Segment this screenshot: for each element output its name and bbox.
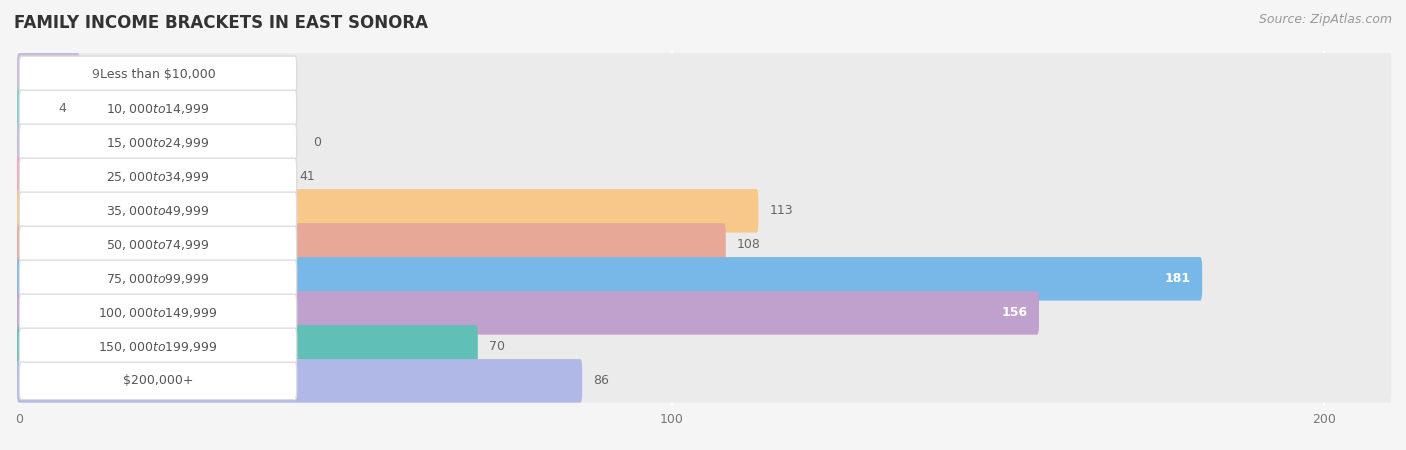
Text: $200,000+: $200,000+ [122, 374, 193, 387]
FancyBboxPatch shape [20, 192, 297, 230]
FancyBboxPatch shape [20, 158, 297, 196]
Text: Source: ZipAtlas.com: Source: ZipAtlas.com [1258, 14, 1392, 27]
Text: 0: 0 [312, 136, 321, 149]
FancyBboxPatch shape [17, 121, 1392, 165]
FancyBboxPatch shape [17, 257, 1392, 301]
FancyBboxPatch shape [17, 359, 1392, 403]
FancyBboxPatch shape [17, 291, 1039, 335]
Text: $35,000 to $49,999: $35,000 to $49,999 [107, 204, 209, 218]
Text: Less than $10,000: Less than $10,000 [100, 68, 217, 81]
Text: $25,000 to $34,999: $25,000 to $34,999 [107, 170, 209, 184]
FancyBboxPatch shape [17, 325, 478, 369]
FancyBboxPatch shape [20, 294, 297, 332]
FancyBboxPatch shape [17, 359, 582, 403]
Text: 113: 113 [769, 204, 793, 217]
Text: $15,000 to $24,999: $15,000 to $24,999 [107, 136, 209, 150]
Text: FAMILY INCOME BRACKETS IN EAST SONORA: FAMILY INCOME BRACKETS IN EAST SONORA [14, 14, 427, 32]
FancyBboxPatch shape [20, 328, 297, 365]
Text: 70: 70 [489, 340, 505, 353]
FancyBboxPatch shape [17, 223, 725, 266]
FancyBboxPatch shape [17, 291, 1392, 335]
FancyBboxPatch shape [20, 124, 297, 162]
FancyBboxPatch shape [20, 260, 297, 297]
Text: $50,000 to $74,999: $50,000 to $74,999 [107, 238, 209, 252]
Text: 108: 108 [737, 238, 761, 252]
FancyBboxPatch shape [17, 53, 1392, 97]
Text: 4: 4 [58, 102, 66, 115]
FancyBboxPatch shape [17, 53, 80, 97]
FancyBboxPatch shape [17, 257, 1202, 301]
Text: $100,000 to $149,999: $100,000 to $149,999 [98, 306, 218, 320]
FancyBboxPatch shape [20, 362, 297, 400]
FancyBboxPatch shape [17, 87, 46, 130]
Text: 86: 86 [593, 374, 609, 387]
FancyBboxPatch shape [20, 90, 297, 127]
FancyBboxPatch shape [17, 189, 758, 233]
FancyBboxPatch shape [17, 189, 1392, 233]
FancyBboxPatch shape [17, 155, 288, 198]
Text: 156: 156 [1001, 306, 1028, 320]
FancyBboxPatch shape [17, 155, 1392, 198]
FancyBboxPatch shape [17, 87, 1392, 130]
Text: 41: 41 [299, 170, 315, 183]
FancyBboxPatch shape [20, 56, 297, 94]
FancyBboxPatch shape [17, 223, 1392, 266]
FancyBboxPatch shape [17, 121, 31, 165]
Text: 9: 9 [91, 68, 98, 81]
Text: $150,000 to $199,999: $150,000 to $199,999 [98, 340, 218, 354]
FancyBboxPatch shape [20, 226, 297, 264]
FancyBboxPatch shape [17, 325, 1392, 369]
Text: $75,000 to $99,999: $75,000 to $99,999 [107, 272, 209, 286]
Text: $10,000 to $14,999: $10,000 to $14,999 [107, 102, 209, 116]
Text: 181: 181 [1164, 272, 1191, 285]
